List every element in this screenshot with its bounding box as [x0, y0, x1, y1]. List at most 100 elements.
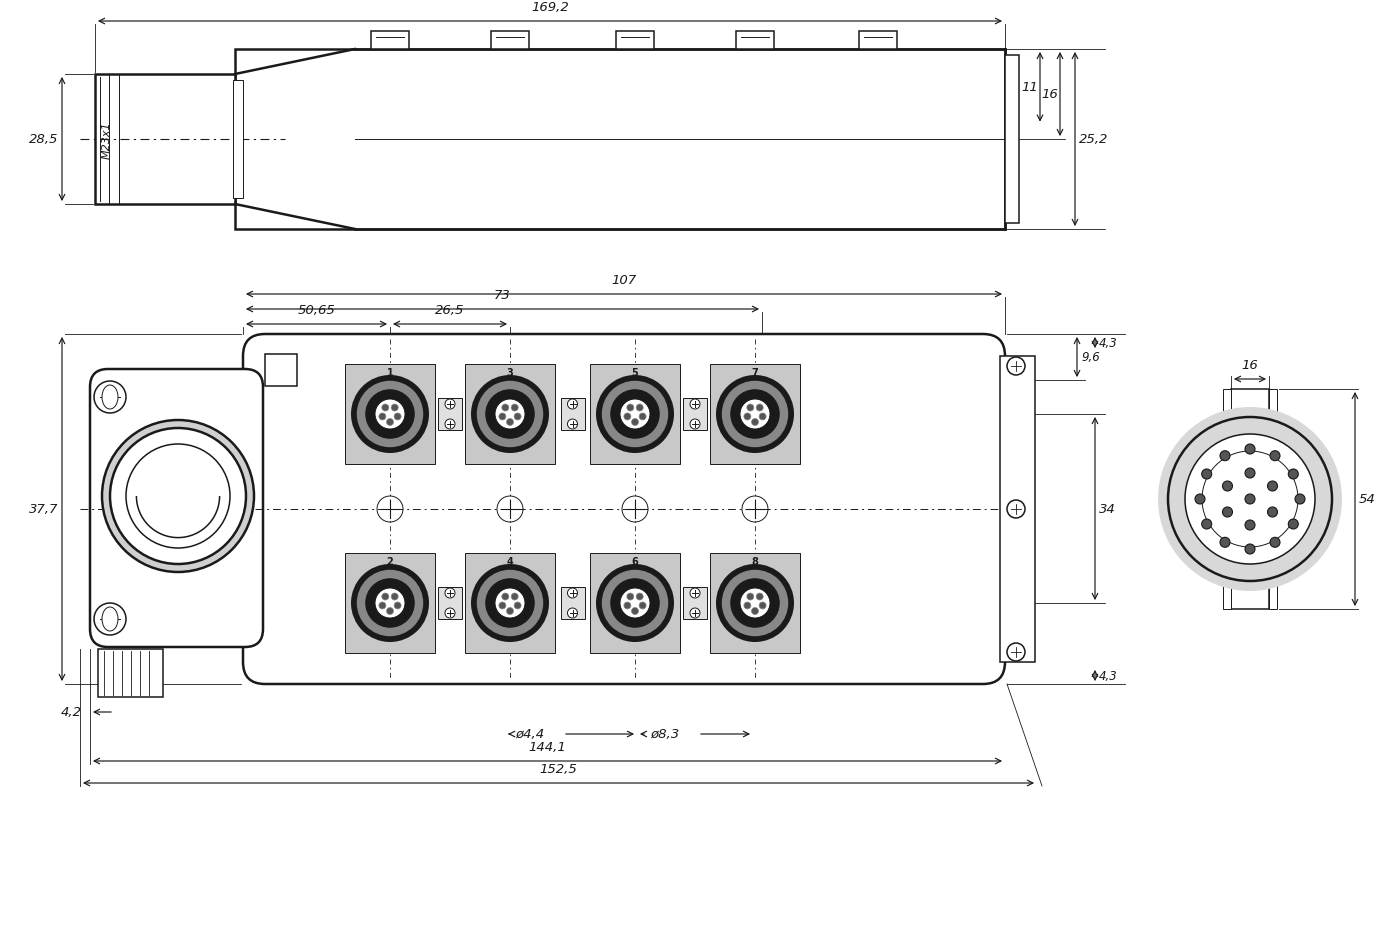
Circle shape: [760, 413, 767, 420]
Circle shape: [717, 565, 795, 642]
Bar: [466, 364, 555, 464]
Text: 107: 107: [612, 274, 637, 287]
Bar: [736, 32, 774, 50]
Circle shape: [386, 608, 393, 615]
Circle shape: [379, 413, 386, 420]
Bar: [683, 587, 707, 619]
Circle shape: [367, 391, 414, 439]
Circle shape: [627, 594, 634, 600]
Circle shape: [747, 594, 754, 600]
Ellipse shape: [102, 607, 118, 632]
Circle shape: [382, 594, 389, 600]
Circle shape: [567, 608, 577, 618]
Circle shape: [730, 391, 779, 439]
Circle shape: [1006, 643, 1025, 662]
Circle shape: [351, 565, 429, 642]
Bar: [710, 553, 800, 653]
Circle shape: [487, 580, 534, 628]
Circle shape: [379, 602, 386, 609]
Circle shape: [395, 602, 401, 609]
Circle shape: [1168, 417, 1333, 582]
Text: 8: 8: [751, 556, 758, 566]
Circle shape: [495, 588, 526, 618]
Circle shape: [597, 565, 675, 642]
Circle shape: [392, 405, 399, 412]
Circle shape: [1245, 545, 1255, 554]
Circle shape: [1245, 468, 1255, 479]
Circle shape: [125, 445, 230, 548]
Circle shape: [1267, 508, 1277, 517]
Circle shape: [690, 399, 700, 410]
Circle shape: [1202, 451, 1298, 548]
Text: 152,5: 152,5: [539, 762, 577, 775]
Circle shape: [1223, 508, 1232, 517]
Circle shape: [471, 565, 549, 642]
Bar: [683, 398, 707, 430]
Circle shape: [620, 588, 650, 618]
Circle shape: [506, 419, 513, 426]
Circle shape: [690, 588, 700, 598]
Text: ø4,4: ø4,4: [514, 728, 544, 741]
Circle shape: [355, 380, 424, 448]
Circle shape: [445, 419, 454, 430]
Text: 26,5: 26,5: [435, 304, 464, 316]
Bar: [560, 398, 584, 430]
Circle shape: [475, 380, 544, 448]
Circle shape: [386, 419, 393, 426]
Circle shape: [567, 588, 577, 598]
Circle shape: [636, 405, 643, 412]
Text: 5: 5: [631, 367, 638, 378]
FancyBboxPatch shape: [91, 370, 263, 648]
Circle shape: [445, 608, 454, 618]
Circle shape: [601, 380, 669, 448]
Circle shape: [751, 419, 758, 426]
Text: 1: 1: [386, 367, 393, 378]
Bar: [236, 50, 1005, 229]
Ellipse shape: [102, 385, 118, 410]
Bar: [344, 553, 435, 653]
Circle shape: [638, 602, 645, 609]
Circle shape: [631, 608, 638, 615]
Text: ø8,3: ø8,3: [650, 728, 679, 741]
Bar: [1269, 390, 1277, 610]
Circle shape: [499, 602, 506, 609]
Bar: [491, 32, 528, 50]
Circle shape: [744, 413, 751, 420]
Text: 37,7: 37,7: [29, 503, 59, 516]
Circle shape: [499, 413, 506, 420]
Circle shape: [395, 413, 401, 420]
Bar: [98, 649, 163, 698]
Circle shape: [1158, 408, 1342, 591]
Text: M23x1: M23x1: [102, 121, 112, 159]
Circle shape: [110, 429, 245, 565]
Text: 2: 2: [386, 556, 393, 566]
Text: 11: 11: [1022, 81, 1039, 94]
Text: 6: 6: [631, 556, 638, 566]
Text: 25,2: 25,2: [1079, 133, 1108, 146]
Circle shape: [721, 569, 789, 637]
Bar: [590, 553, 680, 653]
Circle shape: [1267, 481, 1277, 492]
Bar: [560, 587, 584, 619]
Circle shape: [375, 588, 406, 618]
Circle shape: [730, 580, 779, 628]
Circle shape: [567, 419, 577, 430]
Bar: [1223, 390, 1231, 610]
Bar: [710, 364, 800, 464]
Circle shape: [1288, 469, 1298, 480]
Bar: [999, 357, 1034, 663]
Text: 169,2: 169,2: [531, 1, 569, 14]
Circle shape: [1245, 495, 1255, 504]
Circle shape: [355, 569, 424, 637]
Circle shape: [1220, 538, 1230, 548]
Bar: [265, 355, 297, 387]
Circle shape: [445, 588, 454, 598]
Text: 28,5: 28,5: [29, 133, 59, 146]
Text: 16: 16: [1242, 359, 1259, 372]
Circle shape: [514, 602, 521, 609]
Text: 16: 16: [1041, 89, 1058, 101]
Circle shape: [721, 380, 789, 448]
Text: 7: 7: [751, 367, 758, 378]
Bar: [233, 81, 243, 199]
Bar: [1005, 56, 1019, 224]
